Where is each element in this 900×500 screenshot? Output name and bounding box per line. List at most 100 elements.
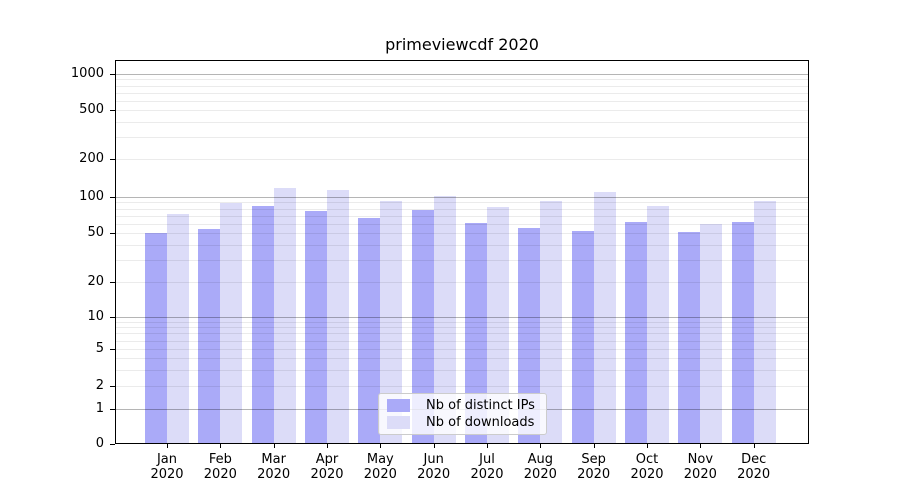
y-tick-label-1: 1 xyxy=(95,401,104,416)
x-tick-label-sep: Sep 2020 xyxy=(564,452,624,482)
x-tick-month: Jun xyxy=(423,452,444,467)
x-tick-label-nov: Nov 2020 xyxy=(670,452,730,482)
x-tick-mark-apr xyxy=(326,444,328,448)
y-tick-mark-0 xyxy=(110,444,115,445)
x-tick-year: 2020 xyxy=(417,467,451,482)
x-tick-mark-oct xyxy=(646,444,648,448)
x-tick-label-feb: Feb 2020 xyxy=(190,452,250,482)
x-tick-month: Dec xyxy=(741,452,767,467)
x-tick-year: 2020 xyxy=(150,467,184,482)
y-tick-mark-100 xyxy=(110,197,115,198)
y-tick-label-20: 20 xyxy=(87,274,104,289)
x-tick-label-dec: Dec 2020 xyxy=(724,452,784,482)
x-tick-mark-dec xyxy=(753,444,755,448)
y-tick-label-2: 2 xyxy=(95,378,104,393)
x-tick-mark-jun xyxy=(433,444,435,448)
x-tick-year: 2020 xyxy=(257,467,291,482)
bar-mar-distinct-ips xyxy=(251,206,274,444)
y-tick-label-1000: 1000 xyxy=(70,66,104,81)
bar-dec-distinct-ips xyxy=(731,221,754,444)
legend-item-distinct-ips: Nb of distinct IPs xyxy=(387,398,538,414)
x-tick-month: Sep xyxy=(581,452,606,467)
x-tick-label-apr: Apr 2020 xyxy=(297,452,357,482)
plot-area-bars xyxy=(115,60,809,444)
bar-oct-distinct-ips xyxy=(624,221,647,444)
bar-oct-downloads xyxy=(646,206,669,444)
y-tick-label-0: 0 xyxy=(95,436,104,451)
y-tick-mark-200 xyxy=(110,159,115,160)
x-tick-mark-feb xyxy=(220,444,222,448)
y-tick-mark-50 xyxy=(110,233,115,234)
y-tick-label-50: 50 xyxy=(87,225,104,240)
y-tick-label-5: 5 xyxy=(95,341,104,356)
legend: Nb of distinct IPs Nb of downloads xyxy=(378,393,547,435)
bar-aug-downloads xyxy=(540,201,563,444)
x-tick-mark-jan xyxy=(167,444,168,448)
bar-apr-distinct-ips xyxy=(304,211,327,444)
x-tick-month: Aug xyxy=(527,452,554,467)
bar-nov-downloads xyxy=(700,224,723,444)
x-tick-mark-sep xyxy=(593,444,595,448)
legend-swatch-downloads xyxy=(387,416,410,429)
x-tick-year: 2020 xyxy=(203,467,237,482)
legend-label: Nb of downloads xyxy=(426,415,535,430)
bar-sep-distinct-ips xyxy=(571,230,594,444)
x-tick-label-oct: Oct 2020 xyxy=(617,452,677,482)
bar-aug-distinct-ips xyxy=(518,228,541,444)
x-tick-mark-jul xyxy=(486,444,488,448)
x-tick-year: 2020 xyxy=(683,467,717,482)
chart-title: primeviewcdf 2020 xyxy=(385,35,539,54)
bar-jan-distinct-ips xyxy=(145,233,167,444)
x-tick-month: Oct xyxy=(635,452,659,467)
bar-jun-downloads xyxy=(433,195,456,444)
y-tick-mark-500 xyxy=(110,110,115,111)
y-tick-mark-1 xyxy=(110,409,115,410)
bar-feb-downloads xyxy=(220,203,243,444)
x-tick-year: 2020 xyxy=(363,467,397,482)
legend-swatch-distinct-ips xyxy=(387,399,410,412)
x-tick-label-jan: Jan 2020 xyxy=(137,452,197,482)
x-tick-year: 2020 xyxy=(523,467,557,482)
x-tick-mark-nov xyxy=(700,444,702,448)
y-tick-mark-5 xyxy=(110,349,115,350)
y-tick-label-100: 100 xyxy=(79,189,104,204)
y-tick-mark-1000 xyxy=(110,74,115,75)
x-tick-mark-mar xyxy=(273,444,275,448)
y-tick-mark-20 xyxy=(110,282,115,283)
bar-jul-distinct-ips xyxy=(464,222,487,444)
x-tick-label-aug: Aug 2020 xyxy=(510,452,570,482)
y-tick-label-10: 10 xyxy=(87,309,104,324)
bar-jun-distinct-ips xyxy=(411,209,434,444)
x-tick-month: Jan xyxy=(156,452,178,467)
bar-sep-downloads xyxy=(593,192,616,444)
y-tick-label-200: 200 xyxy=(79,151,104,166)
bar-dec-downloads xyxy=(753,200,776,444)
x-tick-year: 2020 xyxy=(630,467,664,482)
bar-may-distinct-ips xyxy=(358,217,381,444)
x-tick-label-jun: Jun 2020 xyxy=(404,452,464,482)
y-tick-label-500: 500 xyxy=(79,102,104,117)
legend-item-downloads: Nb of downloads xyxy=(387,415,538,431)
x-tick-year: 2020 xyxy=(577,467,611,482)
y-tick-mark-2 xyxy=(110,386,115,387)
bar-jan-downloads xyxy=(167,214,189,444)
x-tick-mark-aug xyxy=(540,444,542,448)
x-tick-year: 2020 xyxy=(310,467,344,482)
x-tick-label-may: May 2020 xyxy=(350,452,410,482)
x-tick-month: Feb xyxy=(208,452,232,467)
x-tick-month: Nov xyxy=(687,452,714,467)
x-tick-label-mar: Mar 2020 xyxy=(244,452,304,482)
bar-mar-downloads xyxy=(273,187,296,444)
bar-feb-distinct-ips xyxy=(198,229,221,444)
x-tick-year: 2020 xyxy=(737,467,771,482)
x-tick-month: Apr xyxy=(315,452,339,467)
x-tick-label-jul: Jul 2020 xyxy=(457,452,517,482)
bar-nov-distinct-ips xyxy=(678,231,701,444)
x-tick-year: 2020 xyxy=(470,467,504,482)
x-tick-month: Mar xyxy=(261,452,286,467)
x-tick-mark-may xyxy=(380,444,382,448)
bar-apr-downloads xyxy=(326,190,349,444)
x-tick-month: Jul xyxy=(479,452,495,467)
x-tick-month: May xyxy=(366,452,394,467)
